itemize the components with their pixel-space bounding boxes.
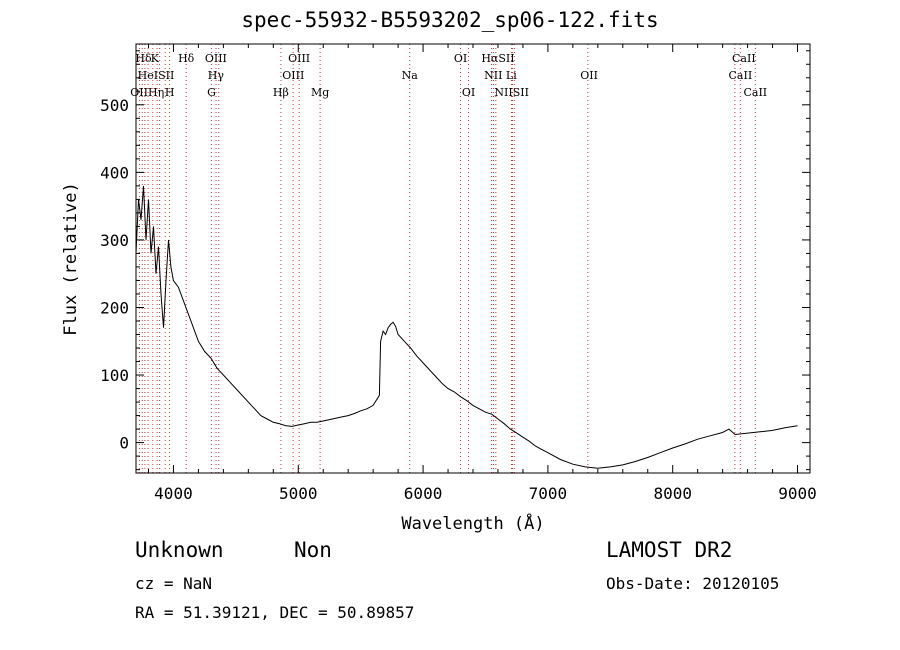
object-subclass: Non [294, 538, 332, 562]
marker-label-6: HαSII [481, 52, 514, 65]
sky-coordinates: RA = 51.39121, DEC = 50.89857 [135, 603, 415, 622]
marker-label-10: OIII [282, 69, 304, 82]
marker-label-2: Hδ [178, 52, 195, 65]
x-tick-label-4000: 4000 [154, 484, 193, 503]
y-tick-label-100: 100 [100, 366, 129, 385]
y-axis-label: Flux (relative) [61, 182, 81, 336]
marker-label-3: OIII [205, 52, 227, 65]
y-tick-label-0: 0 [119, 434, 129, 453]
marker-label-1: K [151, 52, 160, 65]
x-tick-label-6000: 6000 [404, 484, 443, 503]
marker-label-22: CaII [743, 86, 767, 99]
plot-frame [135, 43, 811, 474]
marker-label-13: OII [580, 69, 598, 82]
marker-label-4: OIII [288, 52, 310, 65]
spectrum-flux-line [135, 185, 798, 469]
marker-label-17: G [207, 86, 216, 99]
emission-line-markers [138, 44, 756, 473]
y-tick-label-500: 500 [100, 96, 129, 115]
marker-label-15: OIIHη [130, 86, 164, 99]
survey-name: LAMOST DR2 [606, 538, 733, 562]
marker-label-21: NIISII [494, 86, 529, 99]
y-axis-ticks: 0 100 200 300 400 500 [100, 50, 810, 471]
chart-title: spec-55932-B5593202_sp06-122.fits [241, 8, 659, 32]
marker-label-14: CaII [729, 69, 753, 82]
observation-date: Obs-Date: 20120105 [606, 574, 780, 593]
object-class: Unknown [135, 538, 224, 562]
x-tick-label-5000: 5000 [279, 484, 318, 503]
marker-label-12: NII Li [484, 69, 517, 82]
x-axis-ticks: 4000 5000 6000 7000 8000 9000 [147, 44, 817, 503]
y-tick-label-400: 400 [100, 163, 129, 182]
marker-label-11: Na [402, 69, 419, 82]
marker-label-5: OI [454, 52, 467, 65]
x-tick-label-7000: 7000 [529, 484, 568, 503]
redshift-readout: cz = NaN [135, 574, 213, 593]
marker-label-7: CaII [732, 52, 756, 65]
marker-label-9: Hγ [208, 69, 225, 82]
marker-label-18: Hβ [273, 86, 289, 99]
marker-label-20: OI [462, 86, 475, 99]
x-tick-label-9000: 9000 [778, 484, 817, 503]
x-axis-label: Wavelength (Å) [401, 512, 544, 534]
y-tick-label-200: 200 [100, 298, 129, 317]
y-tick-label-300: 300 [100, 231, 129, 250]
marker-label-16: H [165, 86, 175, 99]
marker-label-8: HeISII [138, 69, 175, 82]
marker-label-19: Mg [311, 86, 329, 99]
x-tick-label-8000: 8000 [653, 484, 692, 503]
marker-label-0: Hδ [135, 52, 152, 65]
